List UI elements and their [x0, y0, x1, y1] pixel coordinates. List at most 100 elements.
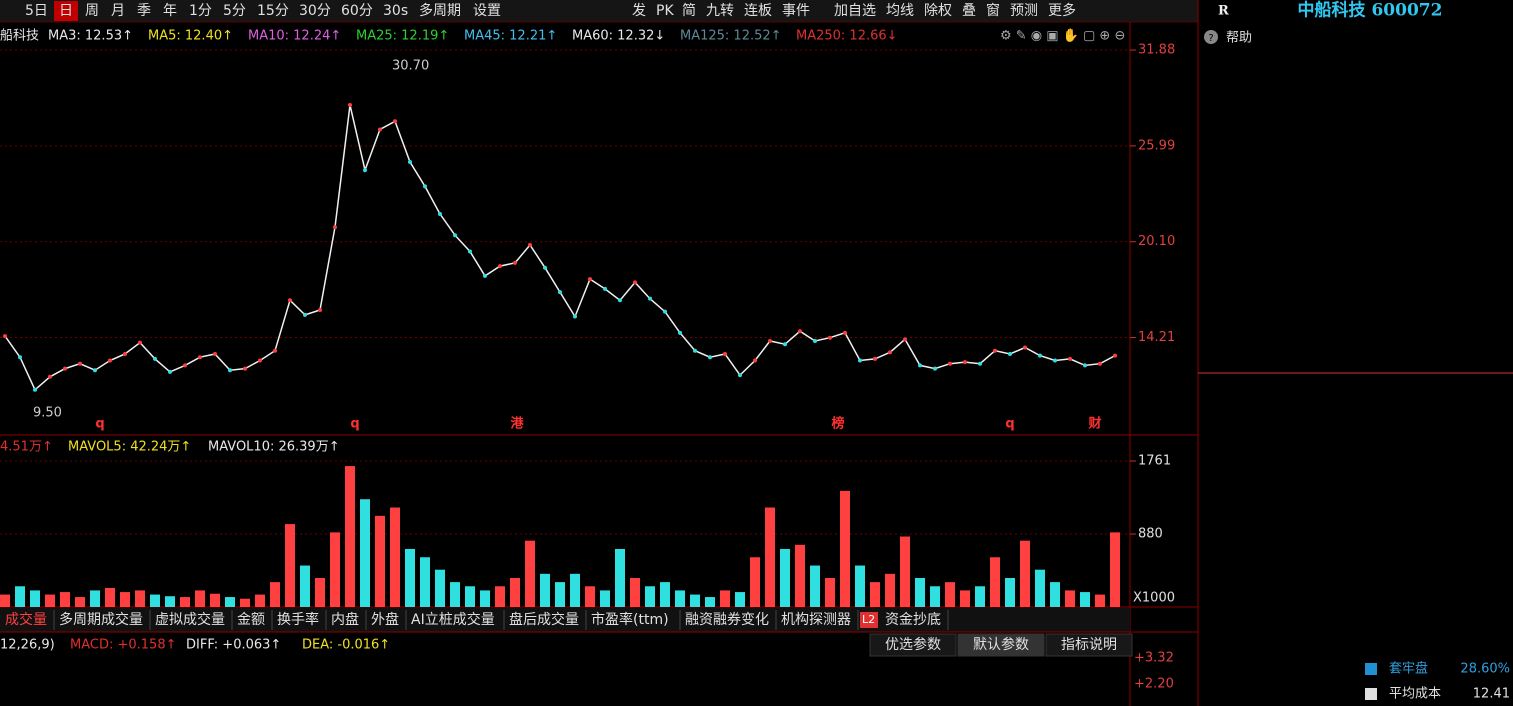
close-point [888, 350, 892, 355]
toolbar-button[interactable]: 年 [163, 3, 177, 19]
close-point [348, 103, 352, 108]
volume-bar [630, 577, 640, 607]
toolbar-button[interactable]: 加自选 [834, 3, 876, 19]
help-icon[interactable] [1204, 30, 1218, 44]
toolbar-button[interactable]: 1分 [189, 3, 212, 19]
volume-bar [870, 582, 880, 607]
toolbar-button[interactable]: 九转 [706, 3, 734, 19]
volume-bar [1110, 532, 1120, 607]
event-marker[interactable]: q [95, 417, 104, 432]
toolbar-button[interactable]: 简 [682, 2, 696, 19]
param-button-text[interactable]: 优选参数 [885, 636, 941, 653]
indicator-tab[interactable]: 成交量 [5, 611, 47, 628]
indicator-tab[interactable]: 外盘 [371, 611, 399, 628]
event-marker[interactable]: q [1005, 417, 1014, 432]
vol-legend: MAVOL5: 42.24万↑ [68, 440, 191, 455]
volume-bar [165, 596, 175, 607]
toolbar-button[interactable]: 5日 [25, 3, 48, 19]
toolbar-button[interactable]: PK [656, 3, 674, 19]
close-point [543, 265, 547, 270]
toolbar-button[interactable]: 均线 [886, 3, 914, 19]
ma-legend: MA60: 12.32↓ [572, 29, 665, 44]
volume-bar [360, 499, 370, 607]
macd-axis-label: +3.32 [1134, 651, 1174, 666]
l2-badge-text[interactable]: L2 [862, 613, 875, 626]
close-point [63, 366, 67, 371]
toolbar-button[interactable]: 除权 [924, 3, 952, 19]
close-point [1113, 353, 1117, 358]
volume-bar [660, 582, 670, 607]
volume-bar [0, 594, 10, 607]
vol-unit: X1000 [1133, 591, 1175, 606]
legend-swatch [1365, 688, 1377, 700]
close-point [183, 363, 187, 368]
indicator-tab[interactable]: 换手率 [277, 611, 319, 628]
volume-bar [150, 594, 160, 607]
param-button[interactable] [957, 633, 1045, 657]
event-marker[interactable]: 榜 [831, 416, 844, 432]
chart-tools[interactable]: ⚙ ✎ ◉ ▣ ✋ ▢ ⊕ ⊖ [1000, 28, 1125, 44]
indicator-tab[interactable]: 盘后成交量 [509, 611, 579, 628]
toolbar-button[interactable]: 5分 [223, 3, 246, 19]
close-point [378, 127, 382, 132]
legend-label: 套牢盘 [1389, 661, 1428, 677]
indicator-tab[interactable]: AI立桩成交量 [411, 611, 495, 628]
toolbar-button[interactable]: 周 [85, 3, 99, 19]
indicator-tab[interactable]: 融资融券变化 [685, 612, 769, 628]
volume-bar [120, 592, 130, 607]
close-point [798, 329, 802, 334]
toolbar-button[interactable]: 发 [632, 3, 646, 19]
toolbar-button[interactable]: 叠 [962, 3, 976, 19]
close-point [468, 249, 472, 254]
volume-bar [375, 515, 385, 607]
volume-bar [915, 577, 925, 607]
toolbar-button[interactable]: 连板 [744, 3, 772, 19]
indicator-tab[interactable]: 机构探测器 [781, 612, 851, 628]
close-point [618, 298, 622, 303]
close-point [273, 348, 277, 353]
toolbar-button[interactable]: 窗 [986, 2, 1000, 19]
indicator-tab[interactable]: 金额 [237, 612, 265, 628]
event-marker[interactable]: 港 [510, 416, 524, 432]
toolbar-button[interactable]: 预测 [1010, 3, 1038, 19]
param-button-text[interactable]: 默认参数 [973, 636, 1029, 653]
close-point [828, 335, 832, 340]
indicator-tab[interactable]: 资金抄底 [885, 612, 941, 628]
ma-legend: MA10: 12.24↑ [248, 29, 341, 44]
close-point [258, 358, 262, 363]
close-point [738, 373, 742, 378]
volume-bar [1035, 569, 1045, 607]
indicator-tab[interactable]: 市盈率(ttm) [591, 611, 669, 628]
y-tick-label: 31.88 [1138, 43, 1175, 58]
toolbar-button[interactable]: 30分 [299, 3, 331, 19]
ma-legend: MA3: 12.53↑ [48, 29, 133, 44]
volume-bar [450, 582, 460, 607]
param-button-text[interactable]: 指标说明 [1061, 637, 1117, 653]
toolbar-button[interactable]: 设置 [473, 3, 501, 19]
toolbar-button[interactable]: 日 [59, 3, 73, 19]
volume-bar [480, 590, 490, 607]
event-marker[interactable]: 财 [1088, 416, 1101, 432]
toolbar-button[interactable]: 事件 [782, 3, 810, 19]
volume-bar [810, 565, 820, 607]
param-button[interactable] [869, 633, 957, 657]
indicator-tab[interactable]: 内盘 [331, 611, 359, 628]
toolbar-button[interactable]: 多周期 [419, 2, 461, 19]
toolbar-button[interactable]: 60分 [341, 3, 373, 19]
toolbar-button[interactable]: 15分 [257, 3, 289, 19]
toolbar-button[interactable]: 季 [137, 3, 151, 19]
volume-bar [525, 540, 535, 607]
param-button[interactable] [1045, 633, 1133, 657]
toolbar-button[interactable]: 更多 [1048, 2, 1076, 19]
ma-legend: MA25: 12.19↑ [356, 29, 449, 44]
close-point [873, 356, 877, 361]
help-text[interactable]: 帮助 [1226, 31, 1252, 46]
event-marker[interactable]: q [350, 417, 359, 432]
indicator-tab[interactable]: 虚拟成交量 [155, 611, 225, 628]
close-point [858, 358, 862, 363]
indicator-tab[interactable]: 多周期成交量 [59, 611, 143, 628]
toolbar-button[interactable]: 30s [383, 3, 408, 19]
toolbar-button[interactable]: 月 [111, 3, 125, 19]
volume-bar [1080, 592, 1090, 607]
